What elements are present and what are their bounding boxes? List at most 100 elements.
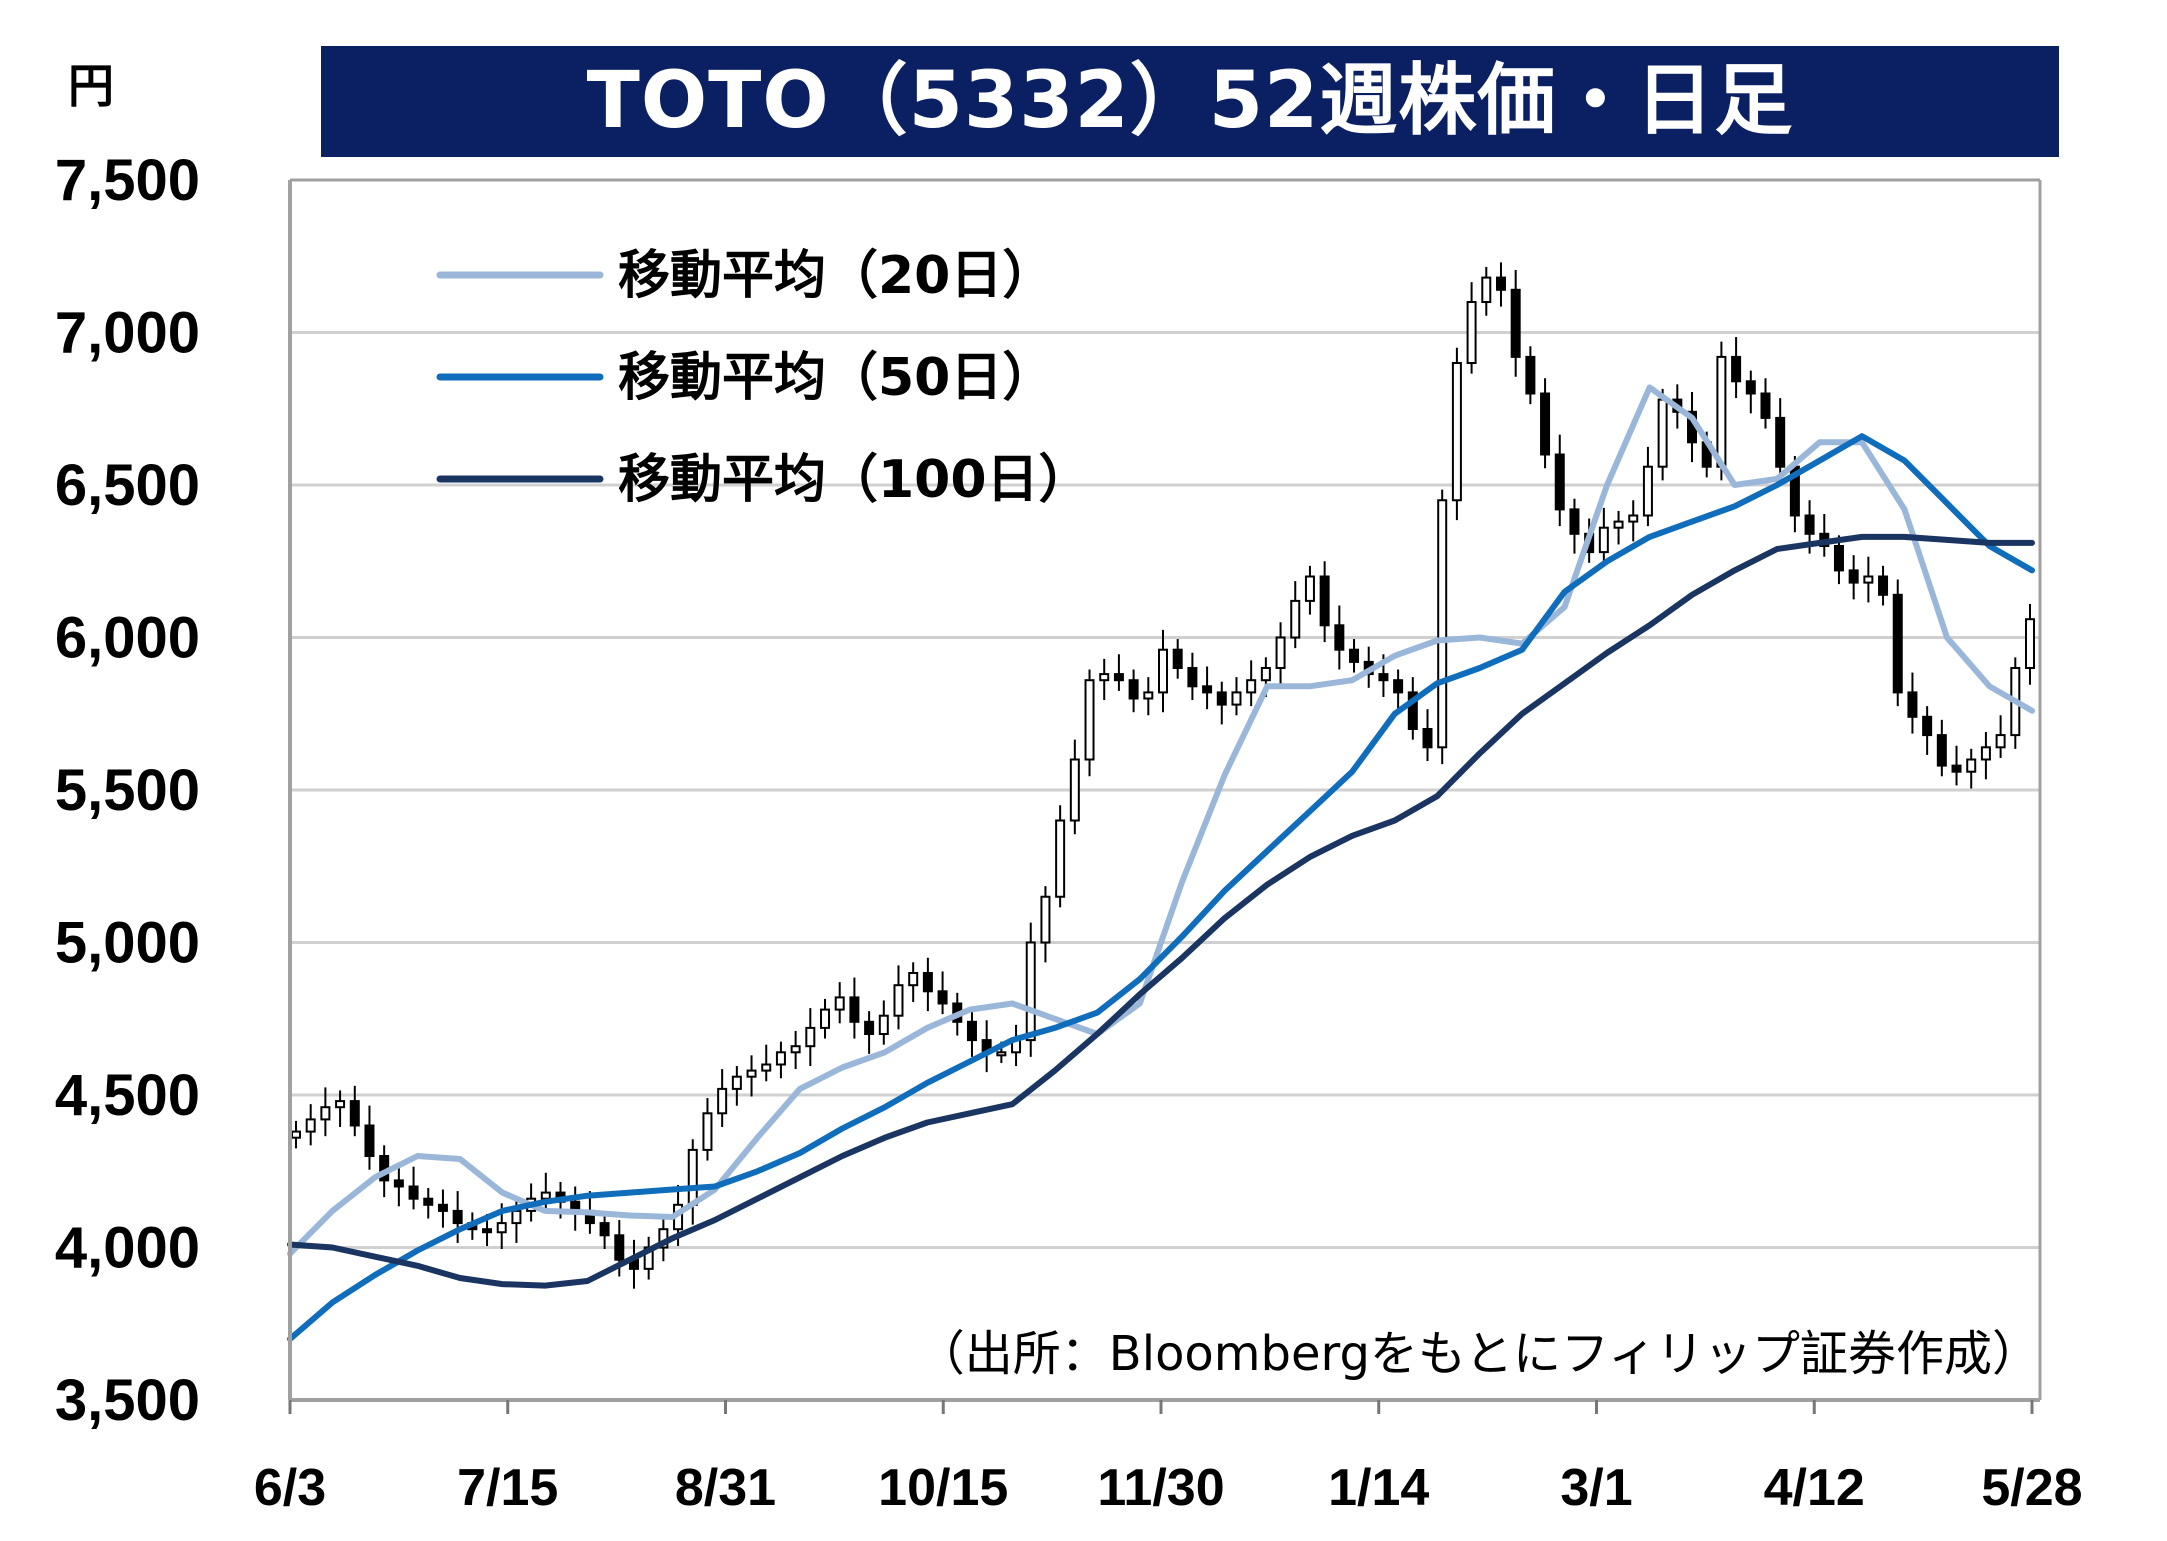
legend: 移動平均（20日） 移動平均（50日） 移動平均（100日）: [436, 246, 1091, 510]
candle-body: [1378, 673, 1389, 682]
candle-body: [1554, 453, 1565, 511]
x-tick-label: 8/31: [675, 1459, 776, 1517]
candle-body: [1716, 355, 1727, 468]
candlestick: [408, 1166, 419, 1210]
candle-body: [1246, 679, 1257, 694]
candle-body: [1995, 734, 2006, 749]
candle-body: [1216, 691, 1227, 706]
candle-body: [511, 1209, 522, 1225]
candle-body: [1143, 691, 1154, 700]
candle-body: [2025, 618, 2035, 670]
candle-body: [820, 1008, 831, 1029]
x-tick-label: 3/1: [1560, 1459, 1632, 1517]
candle-body: [908, 972, 919, 987]
candlestick: [746, 1055, 757, 1097]
candlestick: [1951, 745, 1962, 786]
legend-label-2: 移動平均（50日）: [618, 348, 1054, 408]
candlestick: [599, 1212, 610, 1250]
candlestick: [320, 1087, 331, 1137]
candle-body: [893, 984, 904, 1017]
candlestick: [1319, 561, 1330, 643]
candle-body: [746, 1069, 757, 1078]
candlestick: [1628, 500, 1639, 542]
candle-body: [1540, 392, 1551, 456]
candle-body: [1642, 465, 1653, 517]
y-tick-label: 6,000: [55, 606, 200, 671]
gridlines: [290, 178, 2040, 1249]
candle-body: [1495, 276, 1506, 291]
candle-body: [922, 972, 933, 993]
candlestick: [1495, 262, 1506, 307]
x-tick-label: 10/15: [878, 1459, 1008, 1517]
candle-body: [1275, 636, 1286, 669]
candlestick: [1613, 510, 1624, 545]
candlestick: [1922, 706, 1933, 755]
candlestick: [1819, 513, 1830, 557]
candlesticks: [291, 262, 2035, 1289]
candle-body: [423, 1197, 434, 1206]
y-tick-label: 3,500: [55, 1368, 200, 1433]
candle-body: [349, 1100, 360, 1127]
ma-line-3: [287, 533, 2035, 1289]
candlestick: [834, 982, 845, 1024]
x-tick-label: 1/14: [1328, 1459, 1429, 1517]
candlestick: [687, 1139, 698, 1225]
candle-body: [996, 1051, 1007, 1057]
candlestick: [731, 1066, 742, 1106]
candle-body: [1113, 673, 1124, 682]
candlestick: [1540, 378, 1551, 469]
moving-average-lines: [287, 384, 2035, 1342]
candlestick: [1481, 266, 1492, 316]
y-tick-labels: 3,500 4,000 4,500 5,000 5,500 6,000 6,500 7,000…: [55, 148, 200, 1433]
candlestick: [908, 962, 919, 1002]
candlestick: [291, 1120, 301, 1149]
candlestick: [805, 1008, 816, 1067]
candlestick: [1349, 639, 1360, 673]
candlestick: [775, 1041, 786, 1079]
candlestick: [1569, 498, 1580, 554]
x-tick-label: 4/12: [1764, 1459, 1865, 1517]
candle-body: [775, 1051, 786, 1066]
y-tick-label: 5,500: [55, 758, 200, 823]
candlestick: [1069, 739, 1080, 835]
x-tick-labels: 6/3 7/15 8/31 10/15 11/30 1/14 3/1 4/12 5/28: [254, 1400, 2083, 1517]
candlestick: [1304, 565, 1315, 615]
candlestick: [1980, 732, 1991, 780]
candle-body: [599, 1222, 610, 1237]
candle-body: [1936, 734, 1947, 767]
candle-body: [1775, 416, 1786, 468]
candle-body: [437, 1203, 448, 1212]
candle-body: [1260, 667, 1271, 682]
candle-body: [305, 1118, 316, 1133]
candle-body: [878, 1014, 889, 1036]
candlestick: [981, 1020, 992, 1073]
candle-body: [864, 1020, 875, 1035]
candle-body: [291, 1130, 301, 1139]
candle-body: [1025, 941, 1036, 1042]
candlestick: [893, 965, 904, 1030]
source-note: （出所：Bloombergをもとにフィリップ証券作成）: [917, 1326, 2040, 1382]
candlestick: [1334, 605, 1345, 670]
candle-body: [1613, 520, 1624, 529]
candlestick: [1848, 555, 1859, 600]
candle-body: [761, 1063, 772, 1072]
candlestick: [1246, 660, 1257, 707]
candlestick: [1055, 805, 1066, 908]
candle-body: [1069, 758, 1080, 822]
candlestick: [1995, 715, 2006, 758]
y-tick-label: 5,000: [55, 911, 200, 976]
candle-body: [1040, 895, 1051, 944]
candle-body: [1099, 673, 1110, 682]
candlestick: [1466, 282, 1477, 374]
candle-body: [614, 1234, 625, 1261]
candle-body: [1510, 288, 1521, 358]
candlestick: [437, 1189, 448, 1228]
candlestick: [2025, 603, 2035, 685]
candle-body: [1393, 679, 1404, 694]
candle-body: [496, 1222, 507, 1234]
candle-body: [1451, 362, 1462, 502]
candle-body: [1304, 575, 1315, 602]
candle-body: [1525, 355, 1536, 395]
